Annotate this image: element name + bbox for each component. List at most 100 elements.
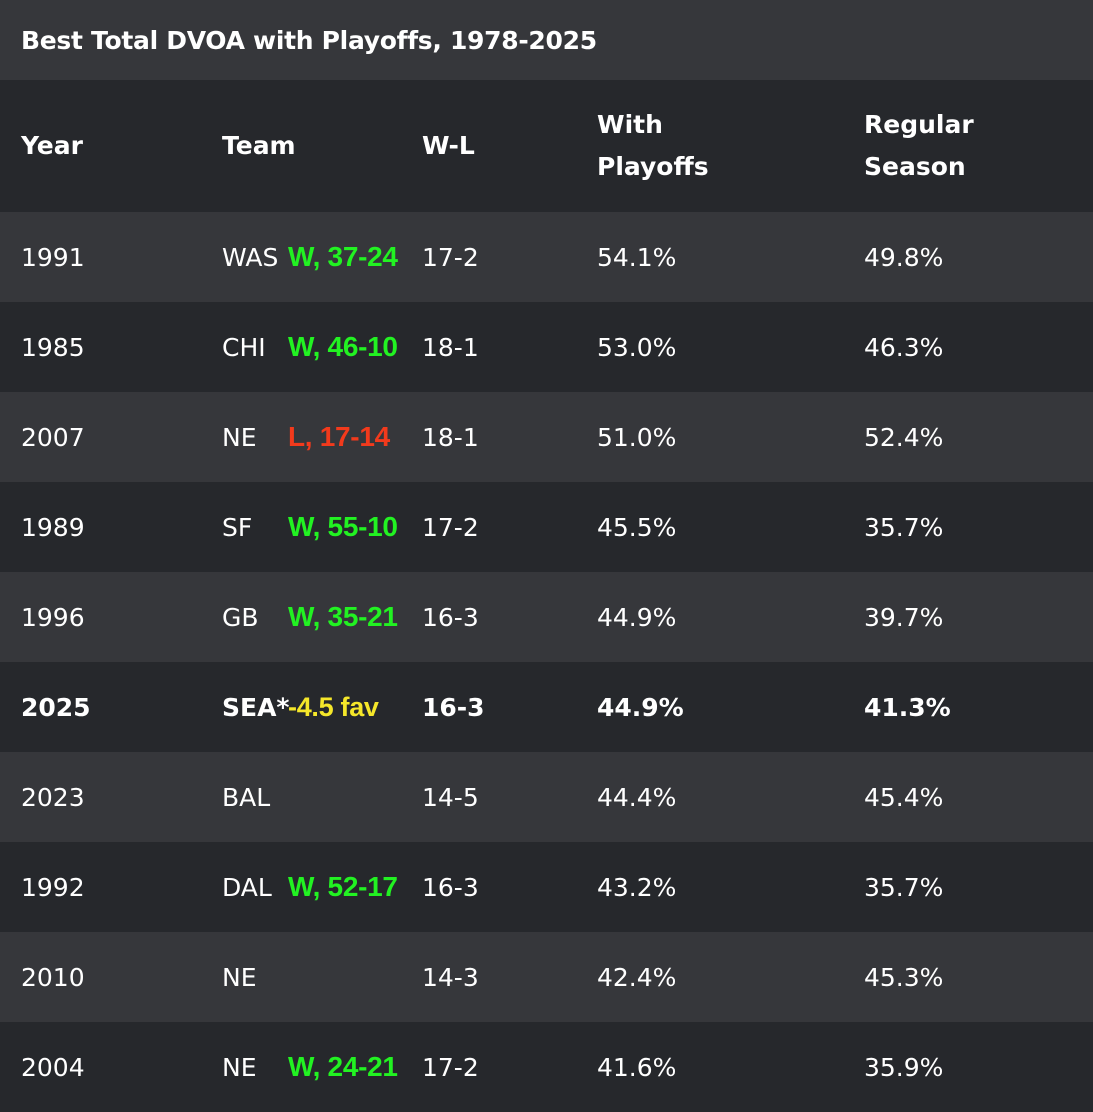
playoff-result: W, 24-21	[288, 1051, 398, 1082]
cell-wl: 17-2	[422, 242, 479, 272]
cell-regular-season: 45.4%	[864, 782, 944, 812]
team-cell-content: WAS W, 37-24	[222, 241, 401, 273]
team-abbr: GB	[222, 602, 259, 632]
cell-year: 2023	[21, 782, 85, 812]
cell-with-playoffs: 44.4%	[597, 782, 677, 812]
team-cell-content: BAL	[222, 783, 401, 812]
cell-team: CHI W, 46-10	[201, 302, 401, 392]
cell-with-playoffs: 41.6%	[597, 1052, 677, 1082]
playoff-result: W, 35-21	[288, 601, 398, 632]
cell-year: 1992	[21, 872, 85, 902]
playoff-result: -4.5 fav	[288, 691, 379, 722]
cell-regular-season: 45.3%	[864, 962, 944, 992]
header-with-playoffs: With Playoffs	[576, 80, 843, 212]
team-abbr: NE	[222, 1052, 257, 1082]
team-abbr: WAS	[222, 242, 279, 272]
team-abbr: NE	[222, 962, 257, 992]
team-abbr: SF	[222, 512, 253, 542]
cell-regular-season: 52.4%	[864, 422, 944, 452]
table-title: Best Total DVOA with Playoffs, 1978-2025	[0, 0, 1093, 80]
cell-regular-season: 39.7%	[864, 602, 944, 632]
header-wl: W-L	[422, 131, 475, 160]
playoff-result: W, 55-10	[288, 511, 398, 542]
header-with-playoffs-line1: With	[597, 110, 663, 139]
cell-wl: 18-1	[422, 422, 479, 452]
cell-team: DAL W, 52-17	[201, 842, 401, 932]
team-cell-content: GB W, 35-21	[222, 601, 401, 633]
playoff-result: L, 17-14	[288, 421, 390, 452]
cell-year: 1985	[21, 332, 85, 362]
table-row: 2007 NE L, 17-14 18-1 51.0% 52.4%	[0, 392, 1093, 482]
cell-regular-season: 49.8%	[864, 242, 944, 272]
cell-team: NE	[201, 932, 401, 1022]
cell-year: 2007	[21, 422, 85, 452]
cell-regular-season: 35.9%	[864, 1052, 944, 1082]
cell-wl: 16-3	[422, 872, 479, 902]
cell-with-playoffs: 53.0%	[597, 332, 677, 362]
team-abbr: NE	[222, 422, 257, 452]
team-cell-content: NE W, 24-21	[222, 1051, 401, 1083]
header-team: Team	[222, 131, 296, 160]
cell-with-playoffs: 44.9%	[597, 602, 677, 632]
cell-team: SEA* -4.5 fav	[201, 662, 401, 752]
header-regular-season-line2: Season	[864, 152, 966, 181]
cell-wl: 14-5	[422, 782, 479, 812]
table-row: 1992 DAL W, 52-17 16-3 43.2% 35.7%	[0, 842, 1093, 932]
cell-team: SF W, 55-10	[201, 482, 401, 572]
table-row: 1989 SF W, 55-10 17-2 45.5% 35.7%	[0, 482, 1093, 572]
cell-team: GB W, 35-21	[201, 572, 401, 662]
table-row: 1996 GB W, 35-21 16-3 44.9% 39.7%	[0, 572, 1093, 662]
playoff-result: W, 52-17	[288, 871, 398, 902]
cell-team: BAL	[201, 752, 401, 842]
team-abbr: CHI	[222, 332, 266, 362]
cell-year: 2025	[21, 692, 91, 722]
table-row: 1991 WAS W, 37-24 17-2 54.1% 49.8%	[0, 212, 1093, 302]
team-cell-content: SEA* -4.5 fav	[222, 692, 401, 723]
cell-with-playoffs: 45.5%	[597, 512, 677, 542]
dvoa-table: Year Team W-L With Playoffs Regular Season…	[0, 80, 1093, 1112]
cell-with-playoffs: 42.4%	[597, 962, 677, 992]
cell-wl: 16-3	[422, 692, 485, 722]
header-year: Year	[21, 131, 83, 160]
cell-wl: 16-3	[422, 602, 479, 632]
cell-team: WAS W, 37-24	[201, 212, 401, 302]
table-row: 2025 SEA* -4.5 fav 16-3 44.9% 41.3%	[0, 662, 1093, 752]
table-row: 2010 NE 14-3 42.4% 45.3%	[0, 932, 1093, 1022]
header-regular-season: Regular Season	[843, 80, 1093, 212]
team-abbr: SEA*	[222, 692, 290, 722]
cell-with-playoffs: 44.9%	[597, 692, 684, 722]
cell-with-playoffs: 51.0%	[597, 422, 677, 452]
playoff-result: W, 46-10	[288, 331, 398, 362]
cell-year: 2010	[21, 962, 85, 992]
team-cell-content: SF W, 55-10	[222, 511, 401, 543]
cell-regular-season: 46.3%	[864, 332, 944, 362]
team-cell-content: NE	[222, 963, 401, 992]
cell-year: 1996	[21, 602, 85, 632]
team-cell-content: NE L, 17-14	[222, 421, 401, 453]
team-cell-content: CHI W, 46-10	[222, 331, 401, 363]
cell-wl: 17-2	[422, 1052, 479, 1082]
cell-year: 1989	[21, 512, 85, 542]
table-row: 1985 CHI W, 46-10 18-1 53.0% 46.3%	[0, 302, 1093, 392]
team-abbr: BAL	[222, 782, 271, 812]
cell-with-playoffs: 43.2%	[597, 872, 677, 902]
cell-team: NE L, 17-14	[201, 392, 401, 482]
cell-regular-season: 35.7%	[864, 872, 944, 902]
team-abbr: DAL	[222, 872, 272, 902]
header-with-playoffs-line2: Playoffs	[597, 152, 709, 181]
cell-team: NE W, 24-21	[201, 1022, 401, 1112]
team-cell-content: DAL W, 52-17	[222, 871, 401, 903]
cell-wl: 14-3	[422, 962, 479, 992]
header-regular-season-line1: Regular	[864, 110, 974, 139]
cell-wl: 18-1	[422, 332, 479, 362]
cell-with-playoffs: 54.1%	[597, 242, 677, 272]
cell-year: 2004	[21, 1052, 85, 1082]
playoff-result: W, 37-24	[288, 241, 398, 272]
cell-regular-season: 35.7%	[864, 512, 944, 542]
header-row: Year Team W-L With Playoffs Regular Season	[0, 80, 1093, 212]
table-row: 2023 BAL 14-5 44.4% 45.4%	[0, 752, 1093, 842]
cell-regular-season: 41.3%	[864, 692, 951, 722]
cell-year: 1991	[21, 242, 85, 272]
cell-wl: 17-2	[422, 512, 479, 542]
